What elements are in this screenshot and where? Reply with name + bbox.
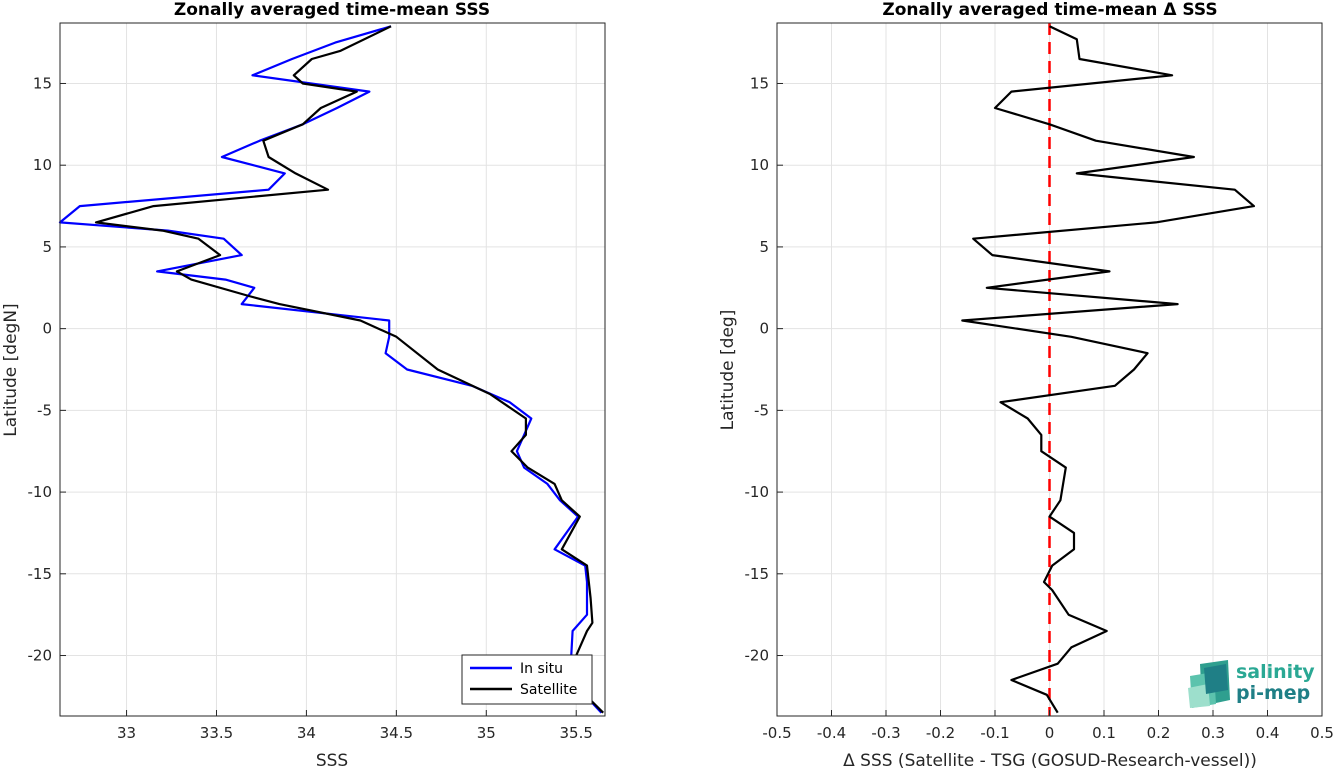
left-y-tick-label: 5	[42, 238, 52, 256]
right-x-axis-label: Δ SSS (Satellite - TSG (GOSUD-Research-v…	[843, 751, 1257, 769]
left-series-satellite-line	[94, 25, 604, 714]
right-y-tick-label: -15	[745, 565, 770, 583]
right-y-tick-label: -5	[754, 401, 769, 419]
right-x-tick-label: -0.3	[871, 724, 900, 742]
right-x-tick-label: 0	[1045, 724, 1055, 742]
legend: In situ Satellite	[461, 654, 593, 705]
right-series-delta-sss-line	[961, 25, 1255, 714]
right-y-tick-label: 5	[759, 238, 769, 256]
right-x-tick-label: -0.4	[817, 724, 846, 742]
right-series	[961, 23, 1255, 716]
left-y-tick-label: 0	[42, 320, 52, 338]
logo-line1: salinity	[1236, 661, 1315, 683]
left-chart: Zonally averaged time-mean SSS 33 33.5 34 3…	[1, 0, 606, 769]
right-x-tick-label: 0.1	[1092, 724, 1116, 742]
left-y-tick-label: -15	[28, 565, 53, 583]
left-x-tick-label: 33	[117, 724, 136, 742]
left-y-tick-label: -10	[28, 483, 53, 501]
right-y-tick-label: 10	[750, 156, 769, 174]
right-x-tick-label: -0.2	[926, 724, 955, 742]
right-x-tick-label: 0.5	[1310, 724, 1334, 742]
left-y-tick-label: -20	[28, 647, 53, 665]
right-y-tick-label: -10	[745, 483, 770, 501]
right-ticks: -0.5 -0.4 -0.3 -0.2 -0.1 0 0.1 0.2 0.3 0.4 0.5 15 10…	[745, 74, 1334, 742]
right-x-tick-label: -0.1	[980, 724, 1009, 742]
right-y-axis-label: Latitude [deg]	[718, 310, 738, 431]
legend-box	[461, 654, 593, 705]
legend-in-situ-label: In situ	[520, 661, 563, 677]
legend-satellite-label: Satellite	[520, 682, 577, 698]
left-plot-area	[60, 23, 605, 716]
left-x-tick-label: 35	[477, 724, 496, 742]
left-x-tick-label: 34.5	[380, 724, 413, 742]
left-ticks: 33 33.5 34 34.5 35 35.5 15 10 5 0 -5 -10 -15 -20	[28, 74, 593, 742]
salinity-pi-mep-logo: salinity pi-mep	[1188, 660, 1315, 708]
left-y-tick-label: -5	[37, 401, 52, 419]
left-series	[58, 25, 604, 714]
left-chart-title: Zonally averaged time-mean SSS	[174, 0, 490, 20]
right-x-tick-label: -0.5	[762, 724, 791, 742]
right-x-tick-label: 0.4	[1256, 724, 1280, 742]
right-chart: Zonally averaged time-mean Δ SSS -0.5 -0.…	[718, 0, 1334, 769]
left-x-axis-label: SSS	[316, 751, 348, 769]
left-x-tick-label: 35.5	[560, 724, 593, 742]
left-y-tick-label: 10	[33, 156, 52, 174]
left-y-tick-label: 15	[33, 74, 52, 92]
right-x-tick-label: 0.3	[1201, 724, 1225, 742]
left-x-tick-label: 34	[297, 724, 316, 742]
right-y-tick-label: 0	[759, 320, 769, 338]
right-x-tick-label: 0.2	[1147, 724, 1171, 742]
right-y-tick-label: 15	[750, 74, 769, 92]
logo-line2: pi-mep	[1236, 682, 1310, 704]
right-y-tick-label: -20	[745, 647, 770, 665]
left-y-axis-label: Latitude [degN]	[1, 303, 21, 436]
left-axes-box	[59, 22, 606, 717]
right-chart-title: Zonally averaged time-mean Δ SSS	[882, 0, 1217, 20]
left-x-tick-label: 33.5	[200, 724, 233, 742]
